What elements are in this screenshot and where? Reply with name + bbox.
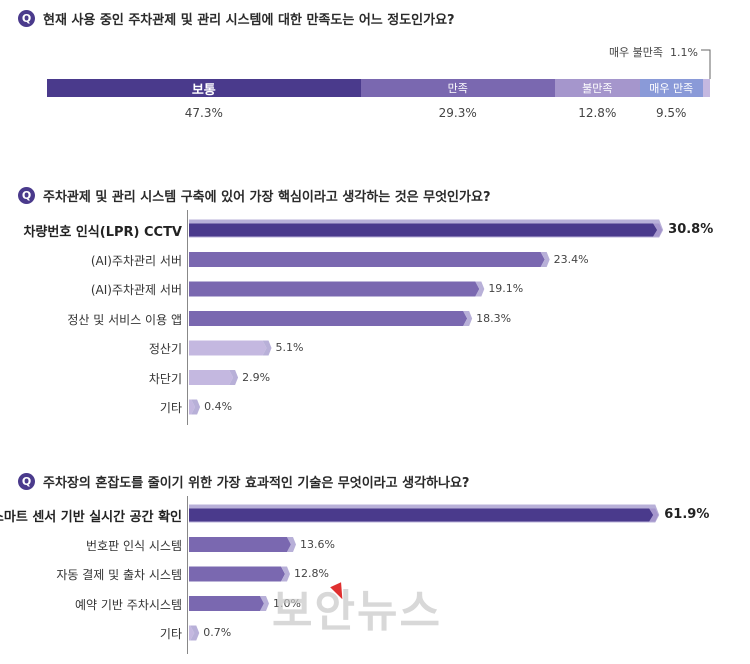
bar-0 bbox=[189, 508, 654, 522]
stack-segment-1: 만족 bbox=[360, 79, 555, 97]
bar-1 bbox=[189, 537, 291, 552]
value-label-3: 18.3% bbox=[476, 311, 512, 325]
value-label-6: 0.4% bbox=[204, 400, 233, 413]
bar-cap-0 bbox=[653, 223, 663, 237]
bar-cap-2 bbox=[281, 566, 290, 582]
bar-cap-1 bbox=[540, 252, 550, 267]
stack-segment-4 bbox=[702, 79, 710, 97]
very-dissatisfied-label: 매우 불만족 bbox=[608, 46, 664, 59]
value-label-1: 13.6% bbox=[300, 537, 335, 551]
question-2-title: 주차관제 및 관리 시스템 구축에 있어 가장 핵심이라고 생각하는 것은 무엇… bbox=[43, 190, 491, 205]
bar-cap-5 bbox=[229, 370, 239, 385]
value-label-4: 5.1% bbox=[275, 341, 304, 354]
category-label-4: 기타 bbox=[159, 627, 182, 641]
category-label-5: 차단기 bbox=[148, 371, 182, 386]
value-label-1: 23.4% bbox=[553, 252, 589, 266]
very-dissatisfied-callout: 매우 불만족 1.1% bbox=[609, 44, 698, 60]
stack-percent-0: 47.3% bbox=[184, 106, 223, 120]
bar-2 bbox=[189, 566, 285, 582]
bar-cap-0 bbox=[649, 508, 659, 522]
bar-cap-3 bbox=[260, 596, 269, 611]
bar-4 bbox=[189, 625, 195, 641]
question-1: Q 현재 사용 중인 주차관제 및 관리 시스템에 대한 만족도는 어느 정도인… bbox=[18, 9, 455, 28]
value-label-3: 1.0% bbox=[273, 596, 301, 610]
category-label-3: 정산 및 서비스 이용 앱 bbox=[67, 312, 182, 327]
bar-3 bbox=[189, 596, 264, 611]
value-label-0: 30.8% bbox=[668, 222, 714, 237]
bars-svg bbox=[189, 504, 660, 641]
bar-cap-3 bbox=[463, 311, 473, 326]
bars-svg bbox=[189, 219, 664, 415]
bar-2 bbox=[189, 281, 480, 297]
value-label-4: 0.7% bbox=[203, 626, 232, 639]
question-badge: Q bbox=[18, 187, 35, 204]
category-label-1: (AI)주차관리 서버 bbox=[90, 253, 182, 268]
value-label-2: 19.1% bbox=[488, 282, 524, 295]
question-1-title: 현재 사용 중인 주차관제 및 관리 시스템에 대한 만족도는 어느 정도인가요… bbox=[43, 13, 455, 28]
stack-segment-2: 불만족 bbox=[554, 79, 640, 97]
question-3-title: 주차장의 혼잡도를 줄이기 위한 가장 효과적인 기술은 무엇이라고 생각하나요… bbox=[43, 476, 470, 491]
bar-0 bbox=[189, 223, 658, 237]
stack-percent-3: 9.5% bbox=[655, 106, 687, 120]
category-label-3: 예약 기반 주차시스템 bbox=[75, 597, 182, 612]
stack-segment-0: 보통 bbox=[47, 79, 361, 97]
stack-percent-2: 12.8% bbox=[578, 106, 617, 120]
core-components-bar-chart: 차량번호 인식(LPR) CCTV 30.8% (AI)주차관리 서버 23.4% (A… bbox=[0, 210, 750, 425]
category-label-0: 스마트 센서 기반 실시간 공간 확인 bbox=[0, 510, 182, 525]
value-label-5: 2.9% bbox=[242, 370, 271, 384]
category-label-6: 기타 bbox=[159, 401, 182, 415]
bar-6 bbox=[189, 399, 196, 415]
question-badge: Q bbox=[18, 10, 35, 27]
congestion-tech-bar-chart: 스마트 센서 기반 실시간 공간 확인 61.9% 번호판 인식 시스템 13.6% 자… bbox=[0, 496, 750, 654]
bar-cap-4 bbox=[190, 625, 200, 641]
bar-1 bbox=[189, 252, 545, 267]
category-label-0: 차량번호 인식(LPR) CCTV bbox=[23, 225, 182, 240]
bar-cap-2 bbox=[475, 281, 485, 297]
value-label-2: 12.8% bbox=[294, 567, 329, 580]
stack-segment-3: 매우 만족 bbox=[639, 79, 703, 97]
bar-4 bbox=[189, 340, 267, 356]
category-label-1: 번호판 인식 시스템 bbox=[86, 538, 182, 553]
category-label-2: (AI)주차관제 서버 bbox=[90, 283, 182, 297]
question-2: Q 주차관제 및 관리 시스템 구축에 있어 가장 핵심이라고 생각하는 것은 … bbox=[18, 186, 490, 205]
bar-cap-1 bbox=[287, 537, 296, 552]
category-label-2: 자동 결제 및 출차 시스템 bbox=[56, 568, 182, 582]
watermark-logo: 보안뉴스 bbox=[272, 586, 442, 637]
category-label-4: 정산기 bbox=[148, 342, 182, 356]
category-axis-line bbox=[187, 210, 188, 425]
bar-cap-4 bbox=[262, 340, 272, 356]
stack-percent-1: 29.3% bbox=[438, 106, 477, 120]
bar-3 bbox=[189, 311, 468, 326]
satisfaction-stacked-bar: 보통 만족 불만족 매우 만족 bbox=[47, 79, 710, 97]
very-dissatisfied-value: 1.1% bbox=[670, 46, 698, 59]
category-axis-line bbox=[187, 496, 188, 654]
bar-cap-6 bbox=[191, 399, 201, 415]
question-badge: Q bbox=[18, 473, 35, 490]
bar-5 bbox=[189, 370, 234, 385]
question-3: Q 주차장의 혼잡도를 줄이기 위한 가장 효과적인 기술은 무엇이라고 생각하… bbox=[18, 472, 469, 491]
value-label-0: 61.9% bbox=[664, 507, 710, 522]
